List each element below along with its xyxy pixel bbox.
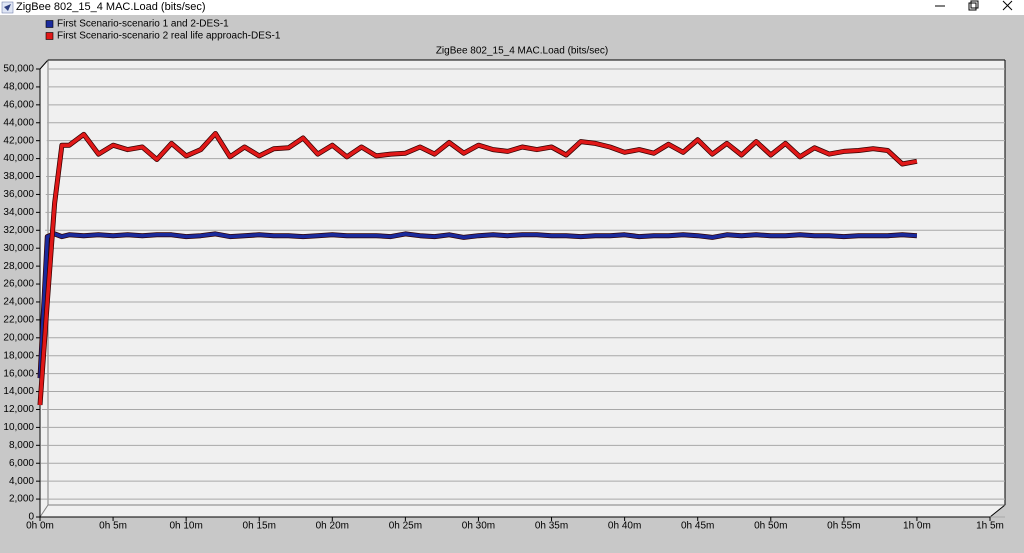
y-tick-label: 12,000 xyxy=(3,404,34,415)
y-tick-label: 40,000 xyxy=(3,153,34,164)
y-tick-label: 44,000 xyxy=(3,117,34,128)
chart-title: ZigBee 802_15_4 MAC.Load (bits/sec) xyxy=(436,46,608,57)
y-tick-label: 32,000 xyxy=(3,225,34,236)
plot-frame xyxy=(39,59,1006,518)
x-tick-label: 0h 0m xyxy=(26,521,54,532)
legend-swatch xyxy=(45,32,54,40)
y-tick-label: 16,000 xyxy=(3,368,34,379)
series-line xyxy=(38,131,918,406)
y-tick-label: 14,000 xyxy=(3,386,34,397)
x-tick-label: 0h 25m xyxy=(389,521,422,532)
y-tick-label: 34,000 xyxy=(3,207,34,218)
y-tick-label: 48,000 xyxy=(3,82,34,93)
y-tick-label: 2,000 xyxy=(9,494,34,505)
app-icon xyxy=(1,1,14,14)
x-tick-label: 0h 15m xyxy=(243,521,276,532)
series-line xyxy=(38,232,918,379)
y-tick-label: 28,000 xyxy=(3,261,34,272)
window-title: ZigBee 802_15_4 MAC.Load (bits/sec) xyxy=(16,1,206,13)
x-tick-label: 1h 0m xyxy=(903,521,931,532)
y-tick-label: 36,000 xyxy=(3,189,34,200)
x-tick-label: 0h 55m xyxy=(827,521,860,532)
y-tick-label: 46,000 xyxy=(3,99,34,110)
y-tick-label: 50,000 xyxy=(3,64,34,75)
y-tick-label: 20,000 xyxy=(3,332,34,343)
close-button[interactable] xyxy=(1002,0,1013,11)
y-tick-label: 0 xyxy=(28,512,34,523)
legend-label: First Scenario-scenario 1 and 2-DES-1 xyxy=(57,19,229,30)
x-tick-label: 0h 45m xyxy=(681,521,714,532)
y-tick-label: 8,000 xyxy=(9,440,34,451)
y-tick-label: 24,000 xyxy=(3,297,34,308)
legend-label: First Scenario-scenario 2 real life appr… xyxy=(57,31,281,42)
y-tick-label: 26,000 xyxy=(3,279,34,290)
x-tick-label: 0h 10m xyxy=(169,521,202,532)
y-tick-label: 6,000 xyxy=(9,458,34,469)
y-tick-label: 18,000 xyxy=(3,350,34,361)
x-tick-label: 0h 5m xyxy=(99,521,127,532)
y-tick-label: 42,000 xyxy=(3,135,34,146)
x-tick-label: 1h 5m xyxy=(976,521,1004,532)
legend-swatch xyxy=(45,20,54,28)
x-tick-label: 0h 30m xyxy=(462,521,495,532)
y-tick-label: 4,000 xyxy=(9,476,34,487)
y-tick-label: 30,000 xyxy=(3,243,34,254)
x-tick-label: 0h 20m xyxy=(316,521,349,532)
x-tick-label: 0h 35m xyxy=(535,521,568,532)
x-tick-label: 0h 40m xyxy=(608,521,641,532)
x-tick-label: 0h 50m xyxy=(754,521,787,532)
y-tick-label: 10,000 xyxy=(3,422,34,433)
restore-button[interactable] xyxy=(968,0,979,11)
y-tick-label: 22,000 xyxy=(3,315,34,326)
title-bar xyxy=(0,0,1024,15)
y-tick-label: 38,000 xyxy=(3,171,34,182)
